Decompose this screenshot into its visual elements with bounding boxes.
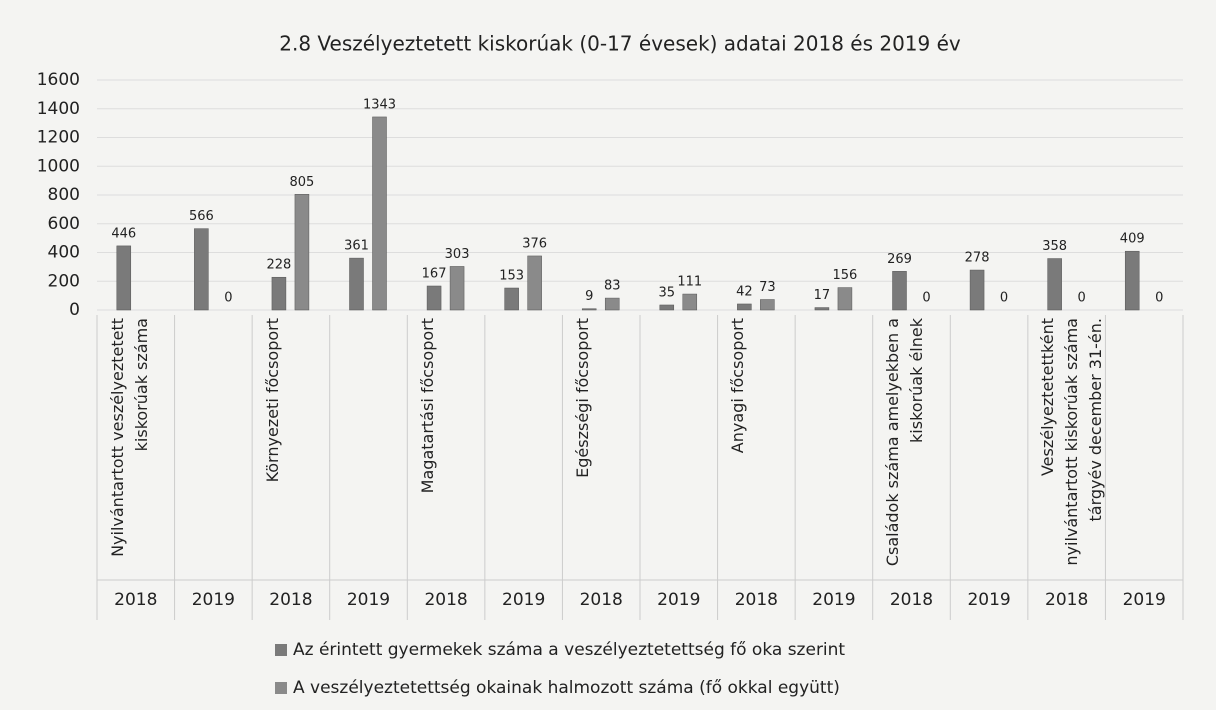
bar [116, 245, 132, 311]
value-label: 9 [585, 289, 593, 304]
bar [659, 304, 675, 311]
y-tick-label: 0 [69, 300, 80, 320]
value-label: 0 [224, 291, 232, 306]
value-label: 0 [922, 291, 930, 306]
legend-swatch [275, 682, 287, 694]
bar [194, 228, 209, 311]
y-tick-label: 1600 [37, 70, 80, 90]
bar [449, 266, 465, 311]
value-label: 303 [445, 247, 470, 262]
legend-swatch [275, 644, 287, 656]
chart-title: 2.8 Veszélyeztetett kiskorúak (0-17 éves… [279, 32, 961, 56]
bar [504, 287, 519, 311]
bar [604, 297, 620, 311]
x-tick-label: 2018 [580, 590, 623, 610]
bar [814, 307, 830, 311]
bar [581, 308, 597, 311]
value-label: 167 [422, 266, 447, 281]
x-tick-label: 2019 [347, 590, 390, 610]
value-label: 376 [522, 236, 547, 251]
x-tick-label: 2018 [269, 590, 312, 610]
category-group-label: Családok száma amelyekben a kiskorúak él… [883, 318, 927, 567]
x-tick-label: 2018 [735, 590, 778, 610]
value-label: 153 [499, 269, 524, 284]
value-label: 361 [344, 239, 369, 254]
bar [527, 255, 542, 311]
bar [294, 194, 310, 311]
bar [892, 271, 907, 311]
category-group-label: Magatartási főcsoport [417, 318, 437, 494]
y-tick-label: 1000 [37, 156, 80, 176]
bar [969, 269, 985, 311]
y-tick-label: 1400 [37, 99, 80, 119]
y-tick-label: 600 [48, 214, 80, 234]
value-label: 278 [965, 251, 990, 266]
y-tick-label: 800 [48, 185, 80, 205]
bar [837, 287, 853, 311]
category-group-label: Nyilvántartott veszélyeztetett kiskorúak… [107, 318, 151, 557]
value-label: 358 [1042, 239, 1067, 254]
bar [349, 257, 364, 311]
category-group-label: Környezeti főcsoport [262, 318, 282, 483]
value-label: 0 [1155, 291, 1163, 306]
x-tick-label: 2019 [502, 590, 545, 610]
value-label: 0 [1000, 291, 1008, 306]
value-label: 1343 [363, 97, 396, 112]
x-tick-label: 2018 [424, 590, 467, 610]
legend-label: Az érintett gyermekek száma a veszélyezt… [293, 640, 845, 660]
value-label: 269 [887, 252, 912, 267]
bar [737, 303, 752, 311]
category-group-label: Veszélyeztetettként nyilvántartott kisko… [1038, 318, 1106, 566]
value-label: 805 [290, 175, 315, 190]
value-label: 35 [659, 285, 676, 300]
value-label: 42 [736, 284, 753, 299]
value-label: 156 [833, 268, 858, 283]
bar [426, 285, 442, 311]
bar [1047, 258, 1062, 311]
value-label: 111 [677, 275, 702, 290]
bar [1124, 250, 1140, 311]
bar [372, 116, 387, 311]
value-label: 228 [267, 258, 292, 273]
value-label: 73 [759, 280, 776, 295]
category-group-label: Egészségi főcsoport [573, 318, 592, 478]
x-tick-label: 2019 [657, 590, 700, 610]
legend-label: A veszélyeztetettség okainak halmozott s… [293, 678, 840, 698]
bar [760, 299, 775, 311]
x-tick-label: 2019 [967, 590, 1010, 610]
value-label: 0 [1078, 291, 1086, 306]
y-tick-label: 400 [48, 243, 80, 263]
y-tick-label: 1200 [37, 128, 80, 148]
bar [682, 293, 698, 311]
x-tick-label: 2018 [890, 590, 933, 610]
x-tick-label: 2019 [1123, 590, 1166, 610]
x-tick-label: 2019 [192, 590, 235, 610]
value-label: 566 [189, 209, 214, 224]
x-tick-label: 2018 [114, 590, 157, 610]
bar [271, 276, 287, 311]
value-label: 83 [604, 279, 621, 294]
y-tick-label: 200 [48, 271, 80, 291]
category-group-label: Anyagi főcsoport [728, 318, 748, 454]
x-tick-label: 2019 [812, 590, 855, 610]
value-label: 446 [111, 226, 136, 241]
value-label: 409 [1120, 232, 1145, 247]
value-label: 17 [814, 288, 831, 303]
x-tick-label: 2018 [1045, 590, 1088, 610]
